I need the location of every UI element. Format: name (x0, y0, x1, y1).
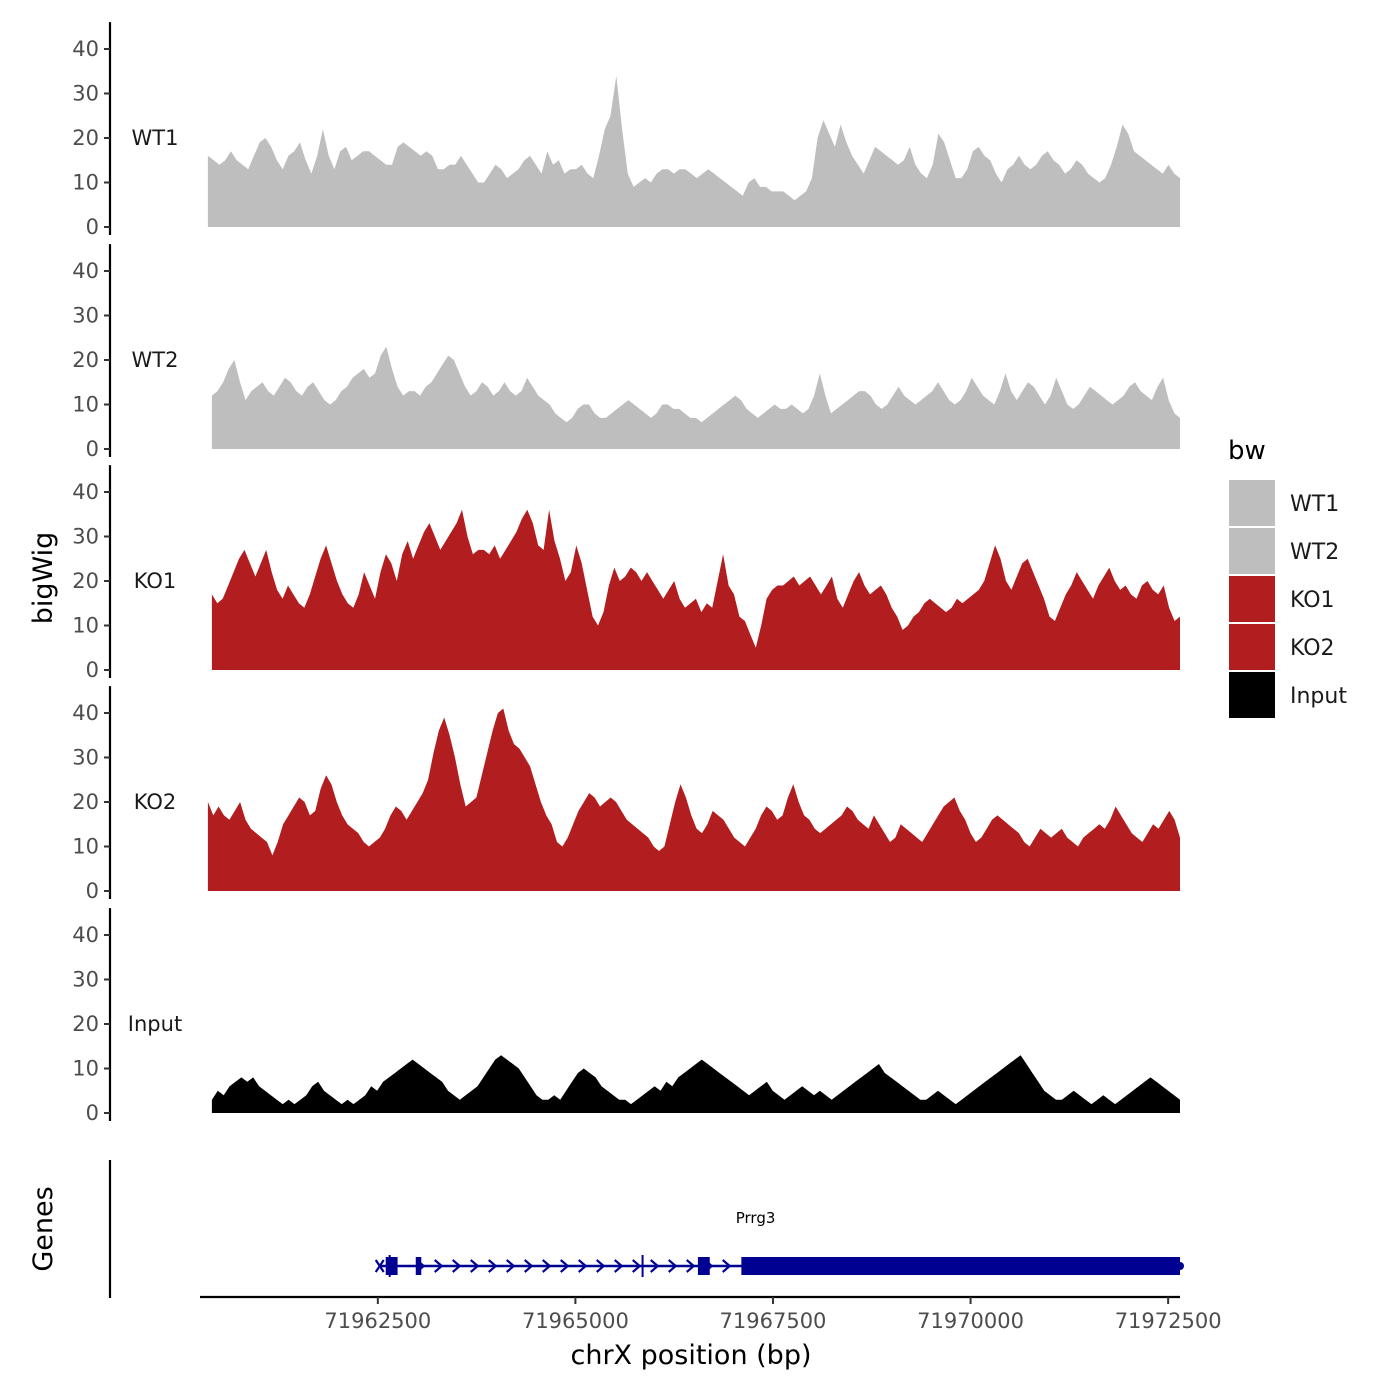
track-ko1: 0 10 20 30 40 KO1 (72, 465, 1180, 682)
y-tick-label: 20 (72, 790, 99, 814)
legend-swatch-input (1229, 672, 1275, 718)
strand-arrow (506, 1259, 516, 1273)
genes-axis-title: Genes (28, 1186, 59, 1271)
legend-label-wt1: WT1 (1290, 492, 1339, 517)
y-tick-label: 0 (86, 437, 99, 461)
y-tick-label: 40 (72, 480, 99, 504)
x-tick-label: 71967500 (720, 1309, 827, 1333)
y-tick-label: 30 (72, 304, 99, 328)
y-tick-label: 0 (86, 215, 99, 239)
coverage-area-ko1 (211, 509, 1180, 670)
track-label: KO2 (134, 790, 177, 814)
y-tick-label: 30 (72, 968, 99, 992)
strand-arrow (542, 1259, 552, 1273)
strand-arrow (650, 1259, 660, 1273)
track-label: Input (128, 1012, 182, 1036)
gene-start-mark (374, 1259, 385, 1273)
strand-arrow (560, 1259, 570, 1273)
strand-arrow (524, 1259, 534, 1273)
y-tick-label: 30 (72, 746, 99, 770)
y-tick-label: 40 (72, 923, 99, 947)
y-tick-label: 30 (72, 525, 99, 549)
x-tick-label: 71965000 (522, 1309, 629, 1333)
gene-exon (385, 1257, 398, 1275)
strand-arrow (722, 1259, 732, 1273)
x-tick-label: 71970000 (917, 1309, 1024, 1333)
track-input: 0 10 20 30 40 Input (72, 908, 1180, 1125)
gene-end-mark (1176, 1262, 1184, 1270)
x-axis-title: chrX position (bp) (570, 1340, 811, 1371)
strand-arrow (596, 1259, 606, 1273)
y-tick-label: 10 (72, 1057, 99, 1081)
y-tick-label: 40 (72, 259, 99, 283)
legend-label-input: Input (1290, 684, 1347, 709)
gene-track: Prrg3 (108, 1160, 1184, 1298)
x-tick-label: 71962500 (324, 1309, 431, 1333)
strand-arrow (488, 1259, 498, 1273)
y-tick-label: 40 (72, 37, 99, 61)
strand-arrow (434, 1259, 444, 1273)
y-tick-label: 0 (86, 1101, 99, 1125)
strand-arrow (686, 1259, 696, 1273)
gene-name-label: Prrg3 (736, 1209, 776, 1227)
y-axis-title: bigWig (28, 532, 59, 625)
y-tick-label: 20 (72, 1012, 99, 1036)
strand-arrow (614, 1259, 624, 1273)
legend-title: bw (1228, 436, 1266, 466)
legend: bw WT1 WT2 KO1 KO2 Input (1228, 436, 1347, 718)
strand-arrow (470, 1259, 480, 1273)
coverage-area-wt1 (207, 75, 1180, 227)
y-tick-label: 0 (86, 658, 99, 682)
y-tick-label: 40 (72, 701, 99, 725)
y-tick-label: 20 (72, 569, 99, 593)
gene-exon (741, 1257, 1180, 1275)
legend-swatch-ko1 (1229, 576, 1275, 622)
strand-arrow (668, 1259, 678, 1273)
track-wt1: 0 10 20 30 40 WT1 (72, 22, 1180, 239)
track-wt2: 0 10 20 30 40 WT2 (72, 244, 1180, 461)
gene-exon (697, 1257, 710, 1275)
gene-exon (415, 1257, 422, 1275)
track-label: WT2 (132, 348, 179, 372)
track-label: KO1 (134, 569, 177, 593)
strand-arrow (452, 1259, 462, 1273)
legend-label-ko1: KO1 (1290, 588, 1335, 613)
y-tick-label: 20 (72, 126, 99, 150)
coverage-area-wt2 (211, 346, 1180, 449)
coverage-area-input (211, 1055, 1180, 1113)
y-tick-label: 20 (72, 348, 99, 372)
gene-prrg3: Prrg3 (374, 1209, 1184, 1277)
strand-arrow (632, 1259, 642, 1273)
track-label: WT1 (132, 126, 179, 150)
track-ko2: 0 10 20 30 40 KO2 (72, 686, 1180, 903)
x-axis: 71962500 71965000 71967500 71970000 71972500 (200, 1295, 1222, 1333)
y-tick-label: 0 (86, 879, 99, 903)
coverage-area-ko2 (207, 708, 1180, 891)
y-tick-label: 10 (72, 614, 99, 638)
y-tick-label: 10 (72, 393, 99, 417)
y-tick-label: 10 (72, 835, 99, 859)
y-tick-label: 30 (72, 82, 99, 106)
legend-swatch-wt1 (1229, 480, 1275, 526)
legend-label-ko2: KO2 (1290, 636, 1335, 661)
legend-label-wt2: WT2 (1290, 540, 1339, 565)
x-tick-label: 71972500 (1115, 1309, 1222, 1333)
legend-swatch-wt2 (1229, 528, 1275, 574)
coverage-tracks: 0 10 20 30 40 WT1 0 10 20 30 40 WT2 0 10 20 30 40 KO1 0 10 2… (72, 22, 1180, 1125)
legend-swatch-ko2 (1229, 624, 1275, 670)
strand-arrow (578, 1259, 588, 1273)
y-tick-label: 10 (72, 171, 99, 195)
